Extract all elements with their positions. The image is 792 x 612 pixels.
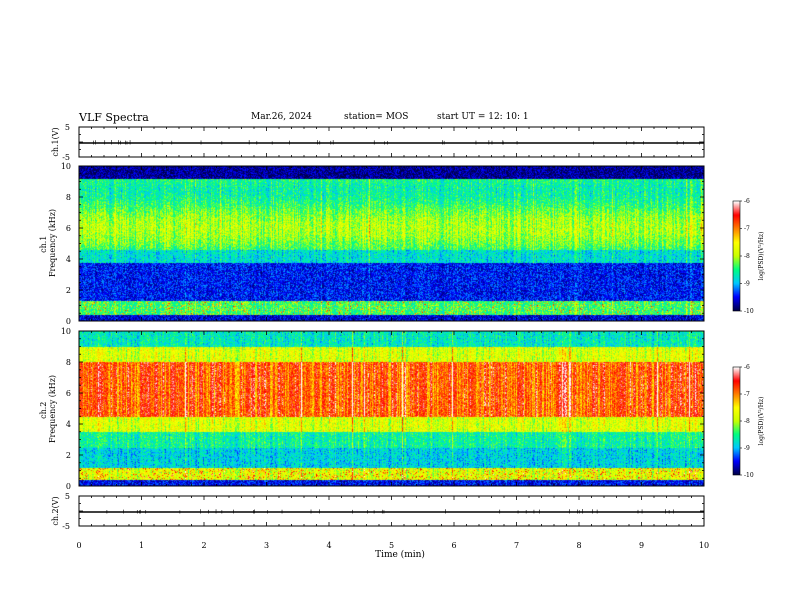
ch2-waveform-frame [78,495,705,527]
x-tick-label: 8 [576,541,581,550]
spec1-ytick-label: 2 [66,286,71,295]
ch2-spectrogram-ylabel: ch.2 Frequency (kHz) [39,375,57,443]
date-label: Mar.26, 2024 [251,112,312,122]
axis-ticks [78,126,705,527]
ch2-freq-label: Frequency (kHz) [48,375,57,443]
ch2-colorbar-label: log(PSD)(V²/Hz) [758,397,765,446]
ch1-ytick-bottom: -5 [62,153,70,162]
station-label: station= MOS [344,112,409,122]
ch1-waveform-frame [78,126,705,158]
colorbar-tick-label: -7 [744,391,750,398]
ch2-waveform-trace [79,509,704,514]
ch1-spectrogram-ylabel: ch.1 Frequency (kHz) [39,209,57,277]
colorbar-tick-label: -8 [744,253,750,260]
colorbar-tick-label: -9 [744,445,750,452]
ch1-waveform-ylabel: ch.1(V) [51,127,60,156]
x-tick-label: 9 [639,541,644,550]
x-tick-label: 0 [76,541,81,550]
spec2-ytick-label: 10 [61,327,71,336]
colorbar-tick-label: -6 [744,364,750,371]
ch1-ytick-top: 5 [65,123,70,132]
x-tick-label: 6 [451,541,456,550]
ch2-colorbar [733,367,740,475]
colorbar-tick-label: -6 [744,198,750,205]
ch1-waveform-trace [79,140,704,145]
ch1-colorbar [733,201,740,311]
spec2-ytick-label: 0 [66,482,71,491]
ch1-colorbar-label: log(PSD)(V²/Hz) [758,232,765,281]
ch1-prefix: ch.1 [39,236,48,253]
colorbar-tick-label: -7 [744,226,750,233]
ch1-spectrogram-image [79,166,704,321]
spec2-ytick-label: 8 [66,358,71,367]
x-tick-label: 3 [264,541,269,550]
spec1-ytick-label: 10 [61,162,71,171]
ch2-ytick-bottom: -5 [62,522,70,531]
x-tick-label: 7 [514,541,519,550]
x-tick-label: 2 [201,541,206,550]
start-time-label: start UT = 12: 10: 1 [437,112,529,122]
ch2-waveform-ylabel: ch.2(V) [51,496,60,525]
plot-title: VLF Spectra [79,111,149,124]
ch1-freq-label: Frequency (kHz) [48,209,57,277]
colorbar-tick-label: -9 [744,281,750,288]
colorbar-tick-label: -10 [744,472,754,479]
spec1-ytick-label: 4 [66,255,71,264]
x-tick-label: 1 [139,541,144,550]
spec1-ytick-label: 0 [66,317,71,326]
x-tick-label: 10 [699,541,709,550]
colorbar-tick-label: -10 [744,308,754,315]
colorbar-tick-label: -8 [744,418,750,425]
spec2-ytick-label: 4 [66,420,71,429]
spec1-ytick-label: 6 [66,224,71,233]
x-axis-label: Time (min) [375,549,425,560]
x-tick-label: 5 [389,541,394,550]
ch2-spectrogram-image [79,331,704,486]
spec1-ytick-label: 8 [66,193,71,202]
x-tick-label: 4 [326,541,331,550]
spec2-ytick-label: 2 [66,451,71,460]
ch2-prefix: ch.2 [39,402,48,419]
ch2-ytick-top: 5 [65,492,70,501]
spec2-ytick-label: 6 [66,389,71,398]
